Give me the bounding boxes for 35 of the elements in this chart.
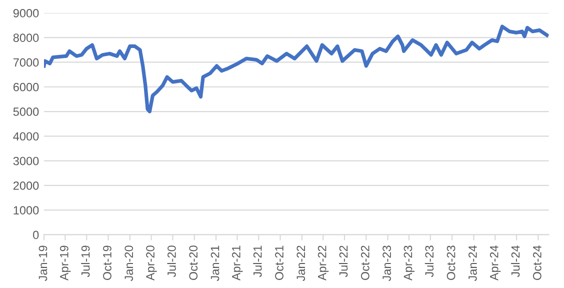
x-tick-label: Oct-23 (446, 246, 456, 280)
x-tick-label: Jan-21 (210, 246, 220, 282)
x-tick-label: Jul-20 (167, 246, 176, 278)
y-tick-label: 1000 (14, 206, 39, 214)
x-tick-label: Oct-20 (189, 246, 198, 280)
y-tick-label: 0 (33, 230, 39, 240)
x-tick-label: Jan-24 (468, 245, 477, 282)
x-tick-label: Apr-20 (146, 246, 157, 281)
x-tick-label: Apr-19 (60, 246, 71, 281)
x-tick-label: Jan-19 (38, 246, 48, 282)
x-tick-label: Oct-21 (275, 246, 284, 280)
x-tick-label: Oct-22 (360, 246, 370, 280)
x-tick-label: Jul-22 (339, 246, 348, 278)
line-series (44, 24, 549, 114)
x-tick-label: Oct-24 (532, 245, 542, 280)
x-tick-label: Jan-22 (296, 246, 306, 282)
y-tick-label: 2000 (13, 181, 39, 190)
x-tick-label: Apr-22 (318, 246, 329, 281)
y-tick-label: 3000 (13, 156, 39, 166)
x-tick-label: Apr-23 (404, 246, 414, 281)
x-tick-label: Apr-21 (232, 246, 243, 281)
x-tick-label: Jul-24 (511, 245, 520, 278)
x-tick-label: Jan-20 (124, 246, 134, 282)
x-tick-label: Jul-23 (424, 246, 434, 278)
x-tick-label: Oct-19 (103, 246, 112, 280)
x-tick-label: Jul-19 (81, 246, 90, 278)
x-tick-label: Apr-24 (490, 245, 501, 281)
y-tick-label: 4000 (13, 132, 39, 141)
y-tick-label: 8000 (13, 34, 39, 42)
x-tick-label: Jul-21 (253, 246, 262, 278)
y-tick-label: 9000 (13, 8, 39, 18)
x-tick-label: Jan-23 (382, 246, 391, 282)
y-tick-label: 7000 (13, 58, 39, 67)
y-tick-label: 5000 (13, 108, 39, 116)
y-tick-label: 6000 (13, 82, 39, 92)
